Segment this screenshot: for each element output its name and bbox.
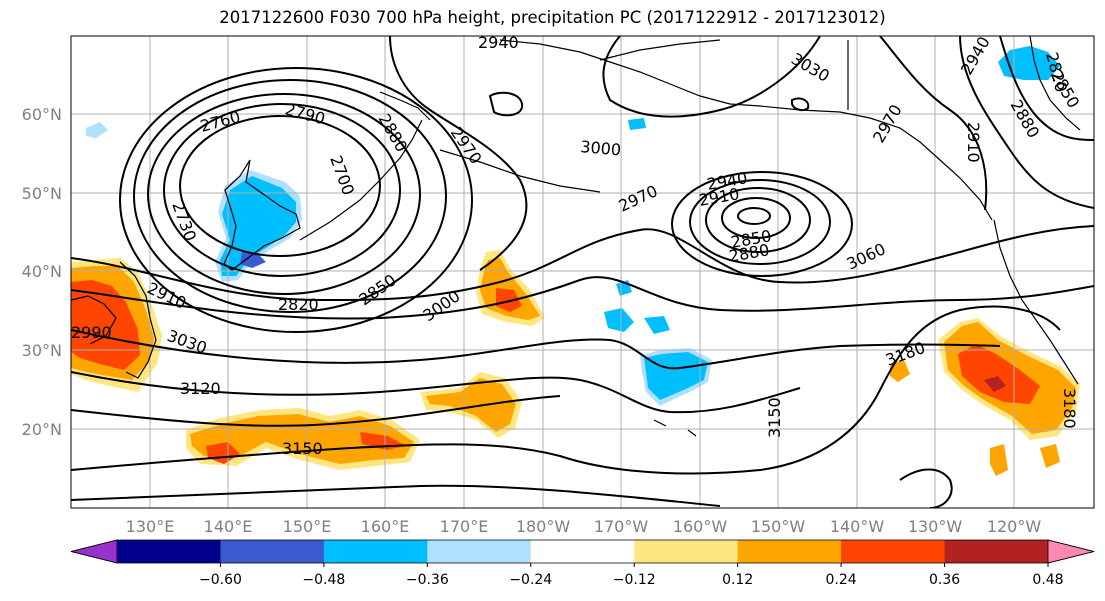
lon-label-160e: 160°E xyxy=(361,517,410,536)
colorbar-segment xyxy=(427,540,532,563)
colorbar: −0.60 −0.48 −0.36 −0.24 −0.12 0.12 0.24 0.36 0.4… xyxy=(70,539,1095,588)
colorbar-segment xyxy=(944,540,1049,563)
lon-label-170e: 170°E xyxy=(440,517,489,536)
contour-label: 3150 xyxy=(765,397,784,438)
colorbar-extend-low xyxy=(70,539,118,564)
lon-label-130w: 130°W xyxy=(908,517,963,536)
lat-label-60n: 60°N xyxy=(22,105,62,124)
colorbar-tick-label: 0.36 xyxy=(929,572,960,588)
contour-label: 2820 xyxy=(278,295,319,314)
lat-label-50n: 50°N xyxy=(22,184,62,203)
colorbar-labels: −0.60 −0.48 −0.36 −0.24 −0.12 0.12 0.24 0.36 0.4… xyxy=(199,563,1064,588)
lat-label-20n: 20°N xyxy=(22,420,62,439)
colorbar-segment xyxy=(530,540,635,563)
contour-label: 3180 xyxy=(1060,388,1079,429)
colorbar-tick-label: −0.12 xyxy=(613,572,656,588)
lon-label-170w: 170°W xyxy=(594,517,649,536)
colorbar-tick-label: −0.24 xyxy=(509,572,552,588)
lat-label-30n: 30°N xyxy=(22,341,62,360)
colorbar-tick-label: 0.24 xyxy=(826,572,857,588)
colorbar-segments xyxy=(70,539,1095,564)
contour-label: 3000 xyxy=(580,137,622,159)
page-title: 2017122600 F030 700 hPa height, precipit… xyxy=(219,8,886,27)
map-panel: 2940 3030 2760 2790 2880 2970 2700 3000 … xyxy=(70,33,1095,509)
height-contours xyxy=(71,36,1094,508)
colorbar-extend-high xyxy=(1047,539,1095,564)
colorbar-tick-label: −0.48 xyxy=(302,572,345,588)
colorbar-segment xyxy=(634,540,739,563)
colorbar-segment xyxy=(220,540,325,563)
colorbar-segment xyxy=(737,540,842,563)
lon-label-150w: 150°W xyxy=(751,517,806,536)
lon-label-140e: 140°E xyxy=(204,517,253,536)
colorbar-segment xyxy=(117,540,221,563)
contour-label: 3120 xyxy=(180,379,221,398)
lon-label-130e: 130°E xyxy=(126,517,175,536)
contour-label: 2940 xyxy=(478,33,519,52)
lon-label-180w: 180°W xyxy=(516,517,571,536)
contour-label: 3150 xyxy=(282,439,323,458)
lon-label-140w: 140°W xyxy=(830,517,885,536)
longitude-labels: 130°E 140°E 150°E 160°E 170°E 180°W 170°… xyxy=(126,517,1042,536)
colorbar-tick-label: 0.48 xyxy=(1032,572,1063,588)
lon-label-120w: 120°W xyxy=(987,517,1042,536)
lon-label-160w: 160°W xyxy=(673,517,728,536)
colorbar-outline xyxy=(70,539,1095,564)
colorbar-tick-label: −0.36 xyxy=(406,572,449,588)
contour-label: 2990 xyxy=(71,323,112,342)
colorbar-segment xyxy=(841,540,946,563)
lat-label-40n: 40°N xyxy=(22,262,62,281)
contour-label: 2910 xyxy=(964,122,983,163)
colorbar-tick-label: −0.60 xyxy=(199,572,242,588)
colorbar-tick-label: 0.12 xyxy=(722,572,753,588)
precip-shading xyxy=(71,46,1080,476)
latitude-labels: 60°N 50°N 40°N 30°N 20°N xyxy=(22,105,62,439)
colorbar-segment xyxy=(323,540,428,563)
lon-label-150e: 150°E xyxy=(283,517,332,536)
